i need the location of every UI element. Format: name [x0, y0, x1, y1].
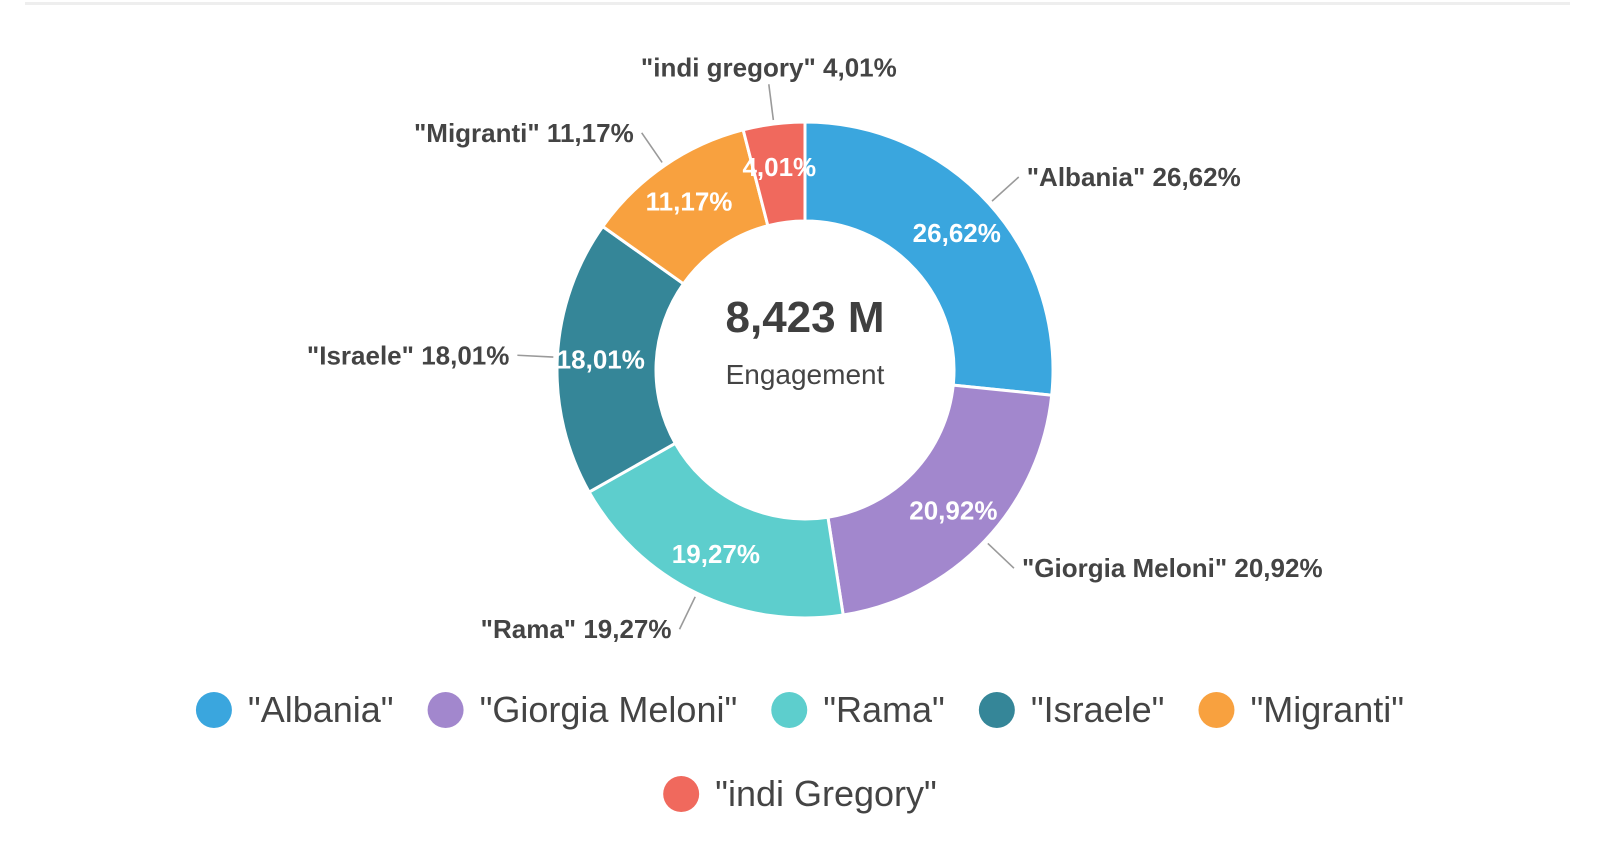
leader-line-israele [517, 354, 554, 358]
top-divider [25, 2, 1570, 5]
legend-swatch-israele [978, 692, 1015, 728]
legend-swatch-indi-gregory [663, 776, 700, 812]
callout-giorgia-meloni: "Giorgia Meloni" 20,92% [1022, 553, 1323, 583]
callout-rama: "Rama" 19,27% [481, 614, 672, 644]
center-total-value: 8,423 M [726, 293, 885, 342]
leader-line-indi-gregory [768, 84, 775, 121]
leader-line-giorgia-meloni [987, 542, 1015, 569]
slice-pct-label-rama: 19,27% [672, 539, 760, 569]
legend-label-rama: "Rama" [823, 689, 945, 730]
callout-indi-gregory: "indi gregory" 4,01% [641, 52, 897, 82]
slice-albania [803, 120, 1055, 397]
slice-callouts: "Albania" 26,62% "Giorgia Meloni" 20,92% "… [307, 52, 1323, 644]
legend-label-migranti: "Migranti" [1250, 689, 1404, 730]
slice-giorgia-meloni [826, 383, 1054, 617]
slice-pct-label-indi-gregory: 4,01% [742, 152, 816, 182]
legend-swatch-rama [771, 692, 808, 728]
legend-label-indi-gregory: "indi Gregory" [715, 773, 937, 814]
legend-item-giorgia-meloni: "Giorgia Meloni" [427, 689, 738, 730]
leader-line-migranti [641, 132, 663, 163]
slice-pct-label-albania: 26,62% [913, 218, 1001, 248]
slice-pct-label-migranti: 11,17% [646, 187, 733, 217]
legend-label-israele: "Israele" [1031, 689, 1165, 730]
slice-israele [555, 224, 686, 495]
slice-pct-label-israele: 18,01% [557, 345, 645, 375]
slice-pct-label-giorgia-meloni: 20,92% [909, 496, 997, 526]
donut-slices [555, 120, 1055, 620]
center-metric-label: Engagement [726, 359, 885, 390]
legend-item-migranti: "Migranti" [1198, 689, 1404, 730]
legend-item-indi-gregory: "indi Gregory" [663, 773, 937, 814]
legend-item-rama: "Rama" [771, 689, 945, 730]
legend-item-albania: "Albania" [195, 689, 394, 730]
legend-swatch-albania [195, 692, 232, 728]
legend-swatch-migranti [1198, 692, 1235, 728]
legend-item-israele: "Israele" [978, 689, 1165, 730]
chart-legend: "Albania" "Giorgia Meloni" "Rama" "Israele"… [195, 689, 1404, 814]
callout-leader-lines [517, 84, 1020, 630]
callout-israele: "Israele" 18,01% [307, 340, 509, 370]
legend-label-albania: "Albania" [248, 689, 394, 730]
slice-percent-labels: 26,62% 20,92% 19,27% 18,01% 11,17% 4,01% [557, 152, 1001, 569]
callout-albania: "Albania" 26,62% [1027, 162, 1241, 192]
callout-migranti: "Migranti" 11,17% [414, 118, 634, 148]
legend-label-giorgia-meloni: "Giorgia Meloni" [480, 689, 738, 730]
leader-line-rama [678, 596, 696, 630]
legend-swatch-giorgia-meloni [427, 692, 464, 728]
slice-rama [587, 441, 845, 620]
slice-indi-gregory [741, 120, 807, 228]
leader-line-albania [991, 176, 1020, 202]
